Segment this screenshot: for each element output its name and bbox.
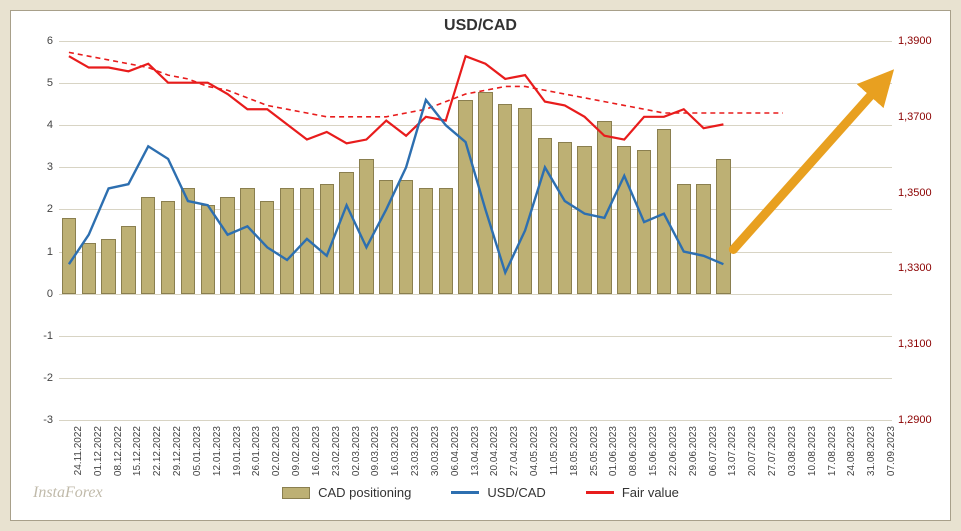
x-tick-label: 16.03.2023 [390, 426, 401, 476]
y-left-tick-label: 5 [21, 77, 53, 89]
y-right-tick-label: 1,3300 [898, 262, 944, 274]
x-tick-label: 29.12.2022 [172, 426, 183, 476]
x-tick-label: 26.01.2023 [251, 426, 262, 476]
x-tick-label: 15.06.2023 [648, 426, 659, 476]
x-tick-label: 04.05.2023 [529, 426, 540, 476]
legend-item-usdcad: USD/CAD [451, 485, 546, 500]
x-tick-label: 24.08.2023 [846, 426, 857, 476]
x-tick-label: 22.06.2023 [668, 426, 679, 476]
y-right-tick-label: 1,2900 [898, 414, 944, 426]
y-left-tick-label: 6 [21, 35, 53, 47]
x-tick-label: 05.01.2023 [192, 426, 203, 476]
line-fair [69, 56, 724, 143]
x-tick-label: 27.07.2023 [767, 426, 778, 476]
legend: CAD positioning USD/CAD Fair value [11, 485, 950, 500]
x-tick-label: 12.01.2023 [212, 426, 223, 476]
line-usdcad [69, 100, 724, 273]
x-tick-label: 11.05.2023 [549, 426, 560, 475]
legend-label-usdcad: USD/CAD [487, 485, 546, 500]
x-tick-label: 06.04.2023 [450, 426, 461, 476]
grid-line [59, 420, 892, 421]
legend-item-bars: CAD positioning [282, 485, 411, 500]
x-tick-label: 10.08.2023 [807, 426, 818, 476]
x-tick-label: 09.03.2023 [370, 426, 381, 476]
legend-swatch-bar [282, 487, 310, 499]
y-left-tick-label: 2 [21, 203, 53, 215]
y-right-tick-label: 1,3500 [898, 187, 944, 199]
plot-area: -3-2-101234561,29001,31001,33001,35001,3… [59, 41, 892, 420]
x-tick-label: 08.12.2022 [113, 426, 124, 476]
x-tick-label: 30.03.2023 [430, 426, 441, 476]
x-tick-label: 29.06.2023 [688, 426, 699, 476]
x-tick-label: 19.01.2023 [232, 426, 243, 476]
chart-title: USD/CAD [11, 11, 950, 37]
x-tick-label: 17.08.2023 [827, 426, 838, 476]
chart-container: USD/CAD -3-2-101234561,29001,31001,33001… [10, 10, 951, 521]
y-left-tick-label: -2 [21, 372, 53, 384]
x-tick-label: 27.04.2023 [509, 426, 520, 476]
x-tick-label: 03.08.2023 [787, 426, 798, 476]
y-right-tick-label: 1,3100 [898, 338, 944, 350]
x-tick-label: 15.12.2022 [132, 426, 143, 476]
line-fair-trend [69, 52, 783, 116]
x-tick-label: 24.11.2022 [73, 426, 84, 475]
x-tick-label: 20.04.2023 [489, 426, 500, 476]
x-tick-label: 08.06.2023 [628, 426, 639, 476]
legend-swatch-fair [586, 491, 614, 494]
lines-svg [59, 41, 892, 420]
x-tick-label: 06.07.2023 [708, 426, 719, 476]
x-tick-label: 01.12.2022 [93, 426, 104, 476]
y-left-tick-label: -1 [21, 330, 53, 342]
y-left-tick-label: -3 [21, 414, 53, 426]
x-tick-label: 31.08.2023 [866, 426, 877, 476]
x-tick-label: 13.07.2023 [727, 426, 738, 476]
y-left-tick-label: 1 [21, 246, 53, 258]
x-tick-label: 23.02.2023 [331, 426, 342, 476]
x-tick-label: 23.03.2023 [410, 426, 421, 476]
x-tick-label: 13.04.2023 [470, 426, 481, 476]
x-tick-label: 25.05.2023 [589, 426, 600, 476]
x-tick-label: 02.02.2023 [271, 426, 282, 476]
x-tick-label: 02.03.2023 [351, 426, 362, 476]
y-left-tick-label: 0 [21, 288, 53, 300]
y-right-tick-label: 1,3700 [898, 111, 944, 123]
x-tick-label: 09.02.2023 [291, 426, 302, 476]
watermark: InstaForex [33, 484, 103, 502]
x-tick-label: 20.07.2023 [747, 426, 758, 476]
y-left-tick-label: 3 [21, 161, 53, 173]
x-tick-label: 01.06.2023 [608, 426, 619, 476]
y-right-tick-label: 1,3900 [898, 35, 944, 47]
legend-label-fair: Fair value [622, 485, 679, 500]
legend-item-fair: Fair value [586, 485, 679, 500]
x-tick-label: 07.09.2023 [886, 426, 897, 476]
x-tick-label: 22.12.2022 [152, 426, 163, 476]
legend-label-bars: CAD positioning [318, 485, 411, 500]
x-tick-label: 18.05.2023 [569, 426, 580, 476]
legend-swatch-usdcad [451, 491, 479, 494]
trend-arrow [733, 83, 882, 250]
x-tick-label: 16.02.2023 [311, 426, 322, 476]
y-left-tick-label: 4 [21, 119, 53, 131]
